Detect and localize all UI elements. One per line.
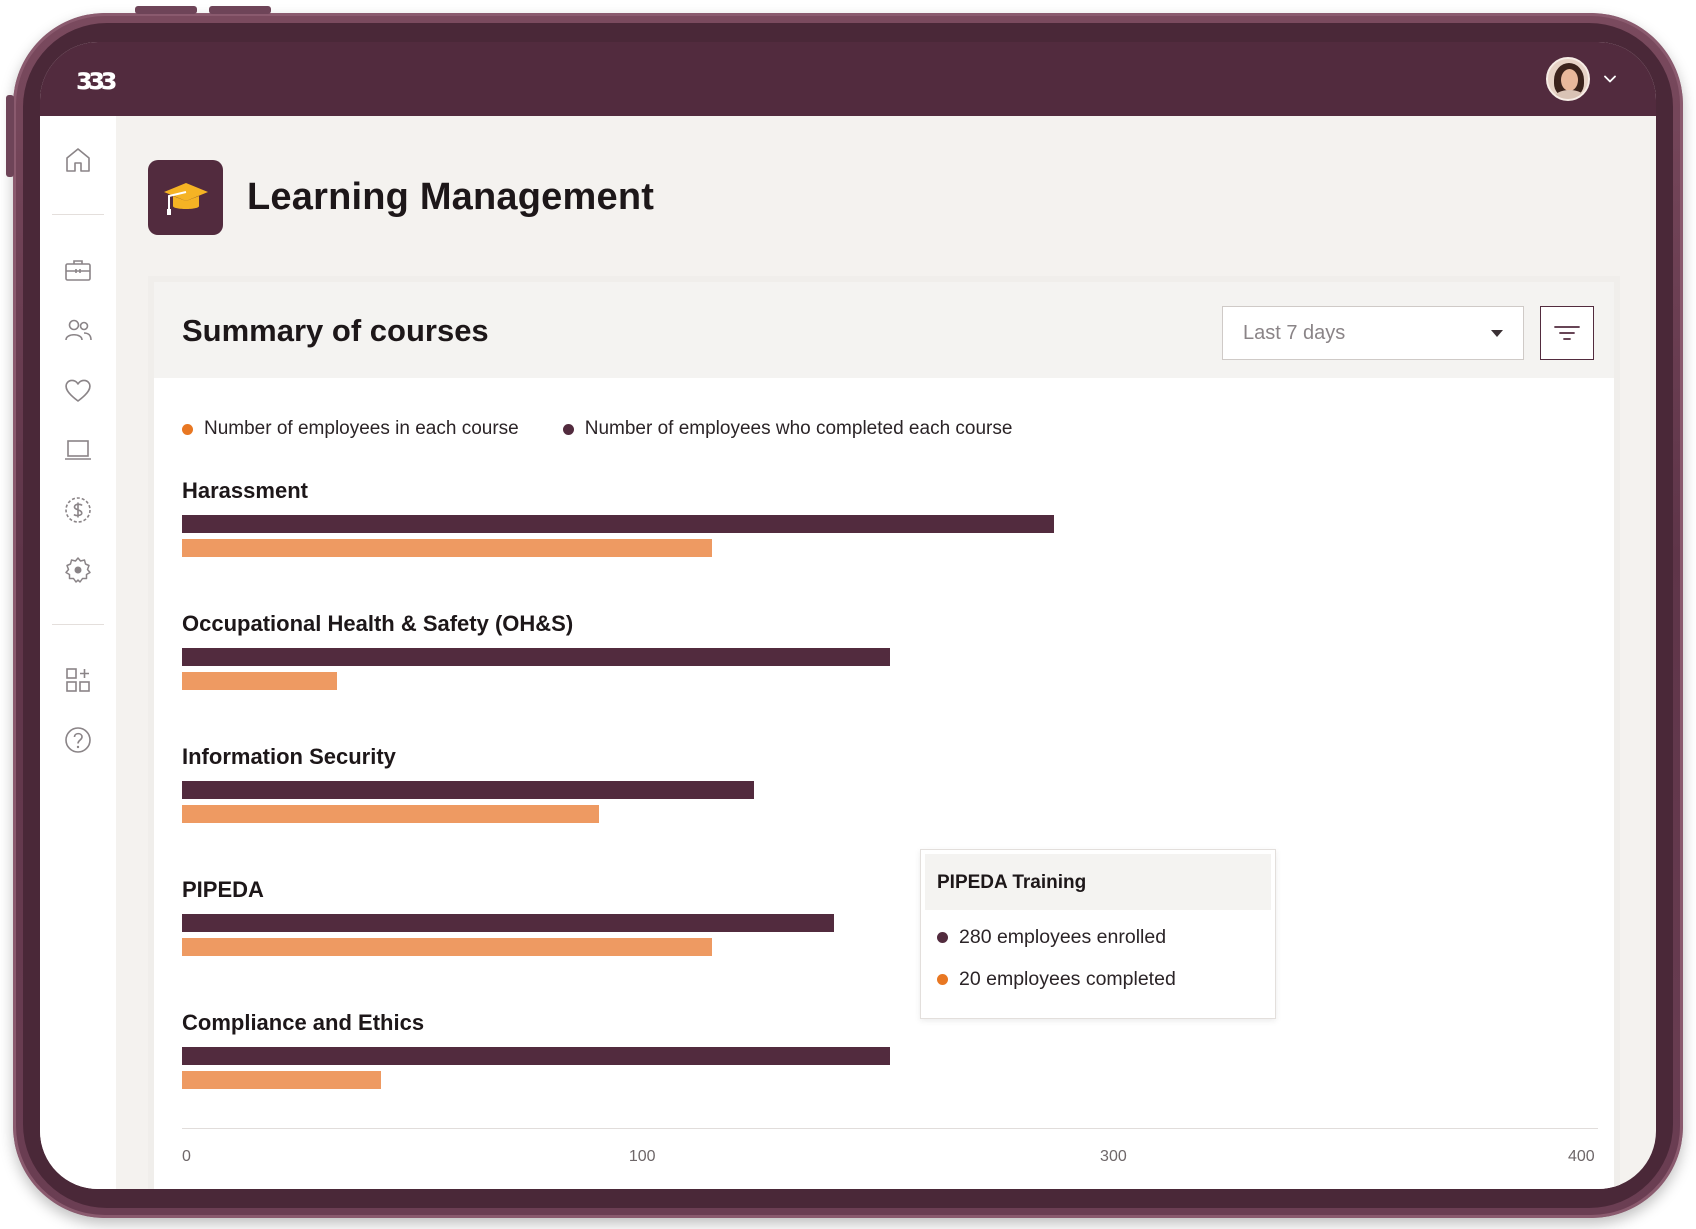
x-tick-label: 100 [628,1148,656,1165]
filter-button[interactable] [1540,306,1594,360]
filter-icon [1554,326,1580,340]
bar-dark[interactable] [182,515,1055,533]
device-button [209,6,271,14]
course-label: Compliance and Ethics [182,1010,425,1035]
bar-dark[interactable] [182,1047,890,1065]
avatar[interactable] [1546,57,1590,101]
tooltip-completed: 20 employees completed [959,968,1176,990]
tooltip-completed-row: 20 employees completed [937,968,1176,991]
app-logo[interactable]: ɜɜɜ [76,61,117,97]
x-tick-label: 400 [1568,1148,1595,1165]
chart-tooltip: PIPEDA Training 280 employees enrolled 2… [920,849,1276,1019]
tooltip-dot [937,974,948,985]
app-screen: ɜɜɜ [40,42,1656,1189]
bar-dark[interactable] [182,781,755,799]
card-title: Summary of courses [182,313,489,348]
page-header: Learning Management [148,160,654,235]
legend-label: Number of employees in each course [204,418,519,439]
legend-item-enrolled: Number of employees who completed each c… [562,418,1013,440]
home-icon[interactable] [62,144,94,176]
course-label: Harassment [182,478,308,503]
tooltip-dot [937,932,948,943]
date-range-select[interactable]: Last 7 days [1222,306,1524,360]
bar-light[interactable] [182,938,712,956]
top-bar: ɜɜɜ [40,42,1656,116]
briefcase-icon[interactable] [62,254,94,286]
heart-icon[interactable] [62,374,94,406]
bar-light[interactable] [182,672,337,690]
laptop-icon[interactable] [62,434,94,466]
help-icon[interactable] [62,724,94,756]
x-axis-line [182,1128,1598,1129]
courses-summary-card: Summary of courses Last 7 days Number of… [148,276,1620,1189]
device-button [6,95,14,177]
x-tick-label: 0 [182,1148,191,1165]
bar-dark[interactable] [182,914,834,932]
bar-dark[interactable] [182,648,890,666]
people-icon[interactable] [62,314,94,346]
course-label: Occupational Health & Safety (OH&S) [182,611,574,636]
bar-light[interactable] [182,539,712,557]
sidebar-divider [52,214,104,215]
tooltip-enrolled-row: 280 employees enrolled [937,926,1166,949]
device-button [135,6,197,14]
chevron-down-icon[interactable] [1604,73,1616,85]
bar-light[interactable] [182,1071,382,1089]
tooltip-enrolled: 280 employees enrolled [959,926,1167,948]
sidebar-divider [52,624,104,625]
chart-legend: Number of employees in each course Numbe… [182,418,1012,440]
sidebar [40,116,116,1189]
caret-down-icon [1491,329,1503,337]
x-tick-label: 300 [1100,1148,1127,1165]
graduation-cap-icon [148,160,223,235]
course-label: Information Security [182,744,396,769]
legend-dot [182,423,193,435]
gear-icon[interactable] [62,554,94,586]
legend-dot [562,423,574,435]
date-range-value: Last 7 days [1243,321,1346,344]
main-content: Learning Management Summary of courses L… [116,116,1656,1189]
dollar-icon[interactable] [62,494,94,526]
user-menu[interactable] [1546,57,1616,101]
legend-item-completed: Number of employees in each course [182,418,519,440]
add-apps-icon[interactable] [62,664,94,696]
page-title: Learning Management [247,176,655,218]
tooltip-title: PIPEDA Training [925,854,1271,910]
legend-label: Number of employees who completed each c… [584,418,1013,439]
course-label: PIPEDA [182,877,264,902]
bar-light[interactable] [182,805,600,823]
card-header: Summary of courses Last 7 days [154,282,1614,378]
